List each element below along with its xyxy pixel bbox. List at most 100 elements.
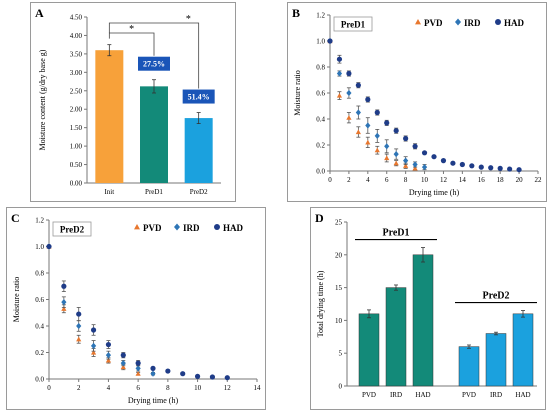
- bar: [458, 346, 480, 387]
- x-tick-label: HAD: [415, 391, 430, 399]
- x-tick-label: PVD: [462, 391, 476, 399]
- data-point-had: [46, 243, 52, 250]
- data-point-ird: [61, 299, 67, 306]
- group-label: PreD2: [482, 291, 509, 302]
- x-tick-label: 4: [366, 176, 370, 184]
- chart-a: A 0.00 0.50 1.00 1.50 2.00 2.50 3.00 3.50 4.00 4.5…: [35, 6, 221, 196]
- y-tick-label: 1.2: [35, 217, 44, 225]
- legend-marker: [495, 19, 501, 25]
- data-point-had: [507, 166, 513, 172]
- x-tick-label: 18: [497, 176, 505, 184]
- y-tick-label: 0.50: [70, 161, 83, 169]
- data-point-ird: [421, 164, 428, 171]
- x-tick-label: Init: [104, 188, 114, 196]
- bar: [358, 313, 380, 387]
- y-tick-label: 0.8: [35, 270, 44, 278]
- y-axis-label: Moisture content (g/dry base g): [38, 49, 47, 150]
- chart-d: D 0 5 10 15 20 25 Total drying time (h) PVD IRD HA…: [315, 211, 537, 399]
- data-point-had: [516, 167, 522, 173]
- data-point-ird: [135, 365, 141, 372]
- bar: [412, 254, 434, 387]
- legend-marker: [134, 224, 140, 230]
- series-group-box: [52, 221, 92, 237]
- data-point-had: [346, 70, 352, 77]
- chart-d-panel: D 0 5 10 15 20 25 Total drying time (h) PVD IRD HA…: [310, 207, 546, 410]
- bar: [385, 287, 407, 387]
- y-tick-label: 2.50: [70, 87, 83, 95]
- x-tick-label: PreD2: [190, 188, 208, 196]
- x-tick-label: 6: [385, 176, 389, 184]
- data-point-had: [355, 82, 361, 88]
- data-point-ird: [365, 122, 371, 129]
- y-tick-label: 4.00: [70, 32, 83, 40]
- data-point-had: [412, 143, 418, 149]
- data-point-had: [421, 150, 428, 156]
- x-tick-label: 0: [47, 384, 51, 392]
- x-tick-label: PreD1: [145, 188, 163, 196]
- bar: [512, 313, 534, 387]
- x-tick-label: 8: [404, 176, 408, 184]
- data-point-had: [497, 165, 503, 171]
- percent-label: 51.4%: [188, 93, 210, 102]
- y-tick-label: 0.0: [35, 376, 44, 384]
- data-point-ird: [336, 70, 343, 77]
- y-axis-label: Moisture ratio: [12, 277, 21, 323]
- legend-label: IRD: [464, 18, 481, 28]
- data-point-had: [194, 373, 201, 379]
- legend-label: IRD: [183, 223, 200, 233]
- bar: [485, 333, 507, 387]
- panel-letter-d: D: [315, 211, 324, 225]
- x-tick-label: 10: [194, 384, 202, 392]
- data-point-had: [90, 327, 97, 333]
- significance-bracket: [108, 32, 155, 56]
- y-tick-label: 1.0: [316, 38, 325, 46]
- data-point-had: [165, 368, 171, 374]
- y-tick-label: 1.0: [35, 243, 44, 251]
- x-axis-label: Drying time (h): [128, 396, 179, 405]
- data-point-had: [209, 374, 216, 380]
- y-tick-label: 1.00: [70, 143, 83, 151]
- data-point-had: [135, 360, 141, 366]
- y-tick-label: 0.2: [316, 142, 325, 150]
- data-point-had: [105, 341, 112, 348]
- x-axis-label: Drying time (h): [409, 188, 460, 197]
- bar: [184, 118, 213, 183]
- bar: [140, 86, 168, 183]
- y-axis-label: Total drying time (h): [316, 270, 325, 337]
- y-tick-label: 0.8: [316, 64, 325, 72]
- x-tick-label: 14: [459, 176, 467, 184]
- x-tick-label: 6: [136, 384, 140, 392]
- y-tick-label: 0.2: [35, 349, 44, 357]
- x-tick-label: 14: [254, 384, 262, 392]
- data-point-had: [450, 160, 456, 166]
- data-point-had: [365, 96, 371, 103]
- data-point-had: [459, 161, 465, 168]
- data-point-pvd: [393, 160, 399, 166]
- data-point-pvd: [412, 165, 418, 171]
- y-tick-label: 0.6: [35, 296, 44, 304]
- x-tick-label: 22: [535, 176, 543, 184]
- data-point-pvd: [365, 139, 371, 145]
- x-tick-label: 0: [328, 176, 332, 184]
- data-point-ird: [120, 360, 126, 367]
- x-tick-label: PVD: [362, 391, 376, 399]
- y-tick-label: 2.00: [70, 106, 83, 114]
- data-point-had: [76, 311, 82, 317]
- legend-marker: [174, 223, 180, 231]
- chart-a-panel: A 0.00 0.50 1.00 1.50 2.00 2.50 3.00 3.50 4.00 4.5…: [30, 2, 236, 202]
- y-tick-label: 3.00: [70, 69, 83, 77]
- x-tick-label: 2: [77, 384, 81, 392]
- chart-b: B 0.0 0.2 0.4 0.6 0.8 1.0 1.2 0 2 4 6 8 10 12 14 16 18 20 2…: [292, 6, 543, 197]
- data-point-had: [327, 38, 333, 44]
- legend-label: PVD: [424, 18, 443, 28]
- data-point-had: [336, 56, 343, 62]
- data-point-pvd: [355, 129, 361, 135]
- data-point-had: [384, 120, 390, 126]
- y-tick-label: 0.6: [316, 90, 325, 98]
- percent-label-box: [182, 89, 215, 104]
- data-point-pvd: [403, 163, 409, 168]
- significance-mark: *: [186, 14, 191, 25]
- data-point-ird: [346, 89, 352, 97]
- legend-label: PVD: [143, 223, 162, 233]
- y-tick-label: 15: [335, 284, 343, 292]
